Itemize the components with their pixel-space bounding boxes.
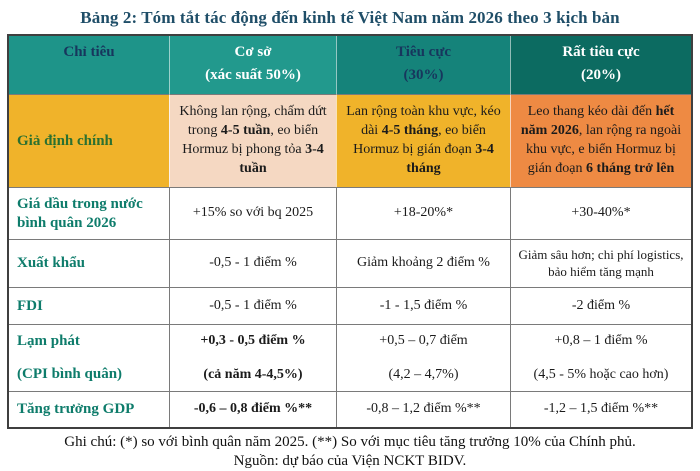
cell-line: Giảm khoảng 2 điểm %	[357, 255, 490, 271]
header-label: Rất tiêu cực	[562, 44, 640, 60]
header-sublabel: (20%)	[581, 67, 621, 84]
table-row-xuat-khau: Xuất khẩu -0,5 - 1 điểm % Giảm khoảng 2 đi…	[9, 239, 691, 287]
row-label-gdp: Tăng trưởng GDP	[9, 391, 169, 427]
header-label: Tiêu cực	[396, 44, 451, 60]
row-label-gia-dau: Giá dầu trong nước bình quân 2026	[9, 187, 169, 239]
cell-fdi-col1: -0,5 - 1 điểm %	[169, 287, 336, 324]
row-label-lam-phat: Lạm phát (CPI bình quân)	[9, 324, 169, 391]
cell-line: Leo thang kéo dài đến hết năm 2026, lan …	[520, 104, 682, 176]
table-row-gdp: Tăng trưởng GDP -0,6 – 0,8 điểm %** -0,8 –…	[9, 391, 691, 427]
cell-gdp-col3: -1,2 – 1,5 điểm %**	[510, 391, 691, 427]
cell-gia-dau-col3: +30-40%*	[510, 187, 691, 239]
row-label-line: FDI	[17, 297, 43, 314]
scenario-table: Chỉ tiêu Cơ sở (xác suất 50%) Tiêu cực (30%)…	[7, 34, 693, 429]
cell-fdi-col2: -1 - 1,5 điểm %	[336, 287, 510, 324]
footnote-note: Ghi chú: (*) so với bình quân năm 2025. …	[64, 434, 636, 450]
cell-line: Lan rộng toàn khu vực, kéo dài 4-5 tháng…	[346, 104, 501, 176]
table-row-lam-phat: Lạm phát (CPI bình quân) +0,3 - 0,5 điểm %…	[9, 324, 691, 391]
table-body: Giả định chính Không lan rộng, chấm dứt t…	[9, 94, 691, 427]
cell-lam-phat-col1: +0,3 - 0,5 điểm % (cả năm 4-4,5%)	[169, 324, 336, 391]
cell-gia-dau-col1: +15% so với bq 2025	[169, 187, 336, 239]
cell-lam-phat-col3: +0,8 – 1 điểm % (4,5 - 5% hoặc cao hơn)	[510, 324, 691, 391]
header-label: Cơ sở	[234, 44, 272, 60]
cell-xuat-khau-col1: -0,5 - 1 điểm %	[169, 239, 336, 287]
cell-line: (cả năm 4-4,5%)	[203, 366, 303, 382]
header-sublabel: (xác suất 50%)	[205, 67, 301, 84]
table-footnotes: Ghi chú: (*) so với bình quân năm 2025. …	[7, 433, 693, 471]
row-label-line: Xuất khẩu	[17, 255, 85, 272]
cell-line: +0,5 – 0,7 điểm	[379, 333, 468, 349]
header-cell-scenario-2: Tiêu cực (30%)	[336, 36, 510, 94]
table-header-row: Chỉ tiêu Cơ sở (xác suất 50%) Tiêu cực (30%)…	[9, 36, 691, 94]
cell-line: +0,3 - 0,5 điểm %	[200, 333, 306, 349]
row-label-line: Tăng trưởng GDP	[17, 401, 135, 418]
cell-line: Không lan rộng, chấm dứt trong 4-5 tuần,…	[179, 104, 327, 176]
cell-line: Giảm sâu hơn; chi phí logistics, bảo hiể…	[518, 247, 684, 279]
cell-lam-phat-col2: +0,5 – 0,7 điểm (4,2 – 4,7%)	[336, 324, 510, 391]
row-label-xuat-khau: Xuất khẩu	[9, 239, 169, 287]
cell-gia-dinh-chinh-col2: Lan rộng toàn khu vực, kéo dài 4-5 tháng…	[336, 94, 510, 187]
cell-xuat-khau-col2: Giảm khoảng 2 điểm %	[336, 239, 510, 287]
cell-line: -0,5 - 1 điểm %	[209, 255, 297, 271]
cell-line: -0,6 – 0,8 điểm %**	[193, 401, 313, 417]
cell-line: +15% so với bq 2025	[192, 205, 314, 221]
table-row-fdi: FDI -0,5 - 1 điểm % -1 - 1,5 điểm % -2 điểm…	[9, 287, 691, 324]
cell-gia-dinh-chinh-col3: Leo thang kéo dài đến hết năm 2026, lan …	[510, 94, 691, 187]
cell-gdp-col1: -0,6 – 0,8 điểm %**	[169, 391, 336, 427]
header-sublabel: (30%)	[403, 67, 444, 84]
cell-line: (4,5 - 5% hoặc cao hơn)	[533, 366, 669, 382]
row-label-line: (CPI bình quân)	[17, 366, 123, 382]
row-label-fdi: FDI	[9, 287, 169, 324]
cell-line: +30-40%*	[571, 205, 631, 221]
table-row-gia-dau: Giá dầu trong nước bình quân 2026 +15% so …	[9, 187, 691, 239]
header-cell-chi-tieu: Chỉ tiêu	[9, 36, 169, 94]
cell-gia-dau-col2: +18-20%*	[336, 187, 510, 239]
cell-xuat-khau-col3: Giảm sâu hơn; chi phí logistics, bảo hiể…	[510, 239, 691, 287]
row-label-line: Giá dầu trong nước	[17, 195, 143, 212]
cell-line: -2 điểm %	[571, 297, 631, 313]
table-row-gia-dinh-chinh: Giả định chính Không lan rộng, chấm dứt t…	[9, 94, 691, 187]
page-title: Bảng 2: Tóm tắt tác động đến kinh tế Việ…	[80, 8, 620, 27]
cell-line: +0,8 – 1 điểm %	[554, 333, 648, 349]
row-label-gia-dinh-chinh: Giả định chính	[9, 94, 169, 187]
cell-fdi-col3: -2 điểm %	[510, 287, 691, 324]
cell-line: (4,2 – 4,7%)	[388, 366, 459, 382]
cell-line: -0,5 - 1 điểm %	[209, 297, 297, 313]
cell-line: -1 - 1,5 điểm %	[379, 297, 468, 313]
cell-line: -0,8 – 1,2 điểm %**	[366, 401, 481, 417]
header-label: Chỉ tiêu	[63, 44, 115, 60]
cell-gdp-col2: -0,8 – 1,2 điểm %**	[336, 391, 510, 427]
row-label-line: Lạm phát	[17, 333, 80, 350]
header-cell-scenario-3: Rất tiêu cực (20%)	[510, 36, 691, 94]
cell-gia-dinh-chinh-col1: Không lan rộng, chấm dứt trong 4-5 tuần,…	[169, 94, 336, 187]
row-label-line: Giả định chính	[17, 132, 113, 149]
header-cell-scenario-1: Cơ sở (xác suất 50%)	[169, 36, 336, 94]
footnote-source: Nguồn: dự báo của Viện NCKT BIDV.	[233, 453, 467, 470]
row-label-line: bình quân 2026	[17, 214, 117, 231]
cell-line: -1,2 – 1,5 điểm %**	[543, 401, 659, 417]
cell-line: +18-20%*	[393, 205, 454, 221]
